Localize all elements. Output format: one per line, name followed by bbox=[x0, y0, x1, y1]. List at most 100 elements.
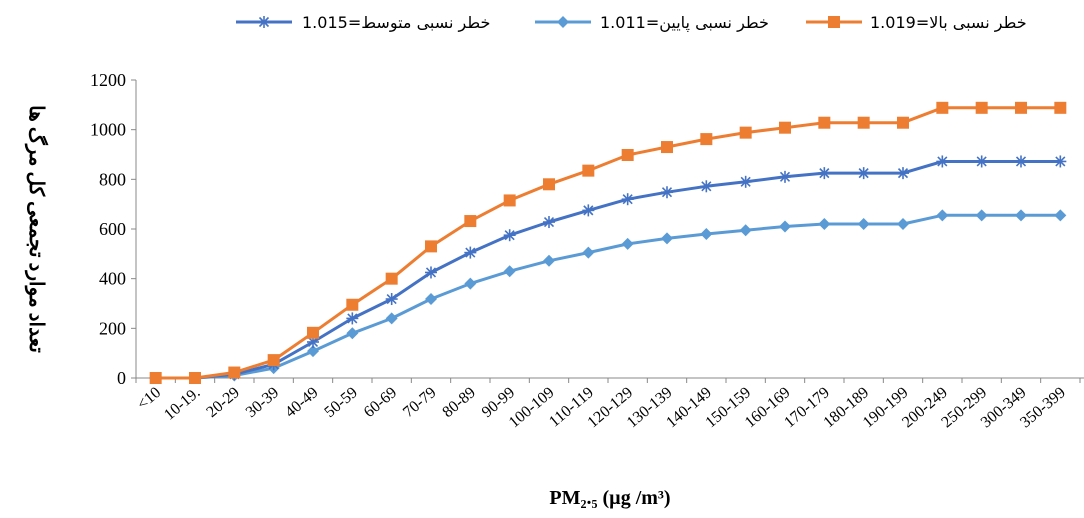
data-point bbox=[818, 167, 831, 180]
data-point bbox=[228, 366, 241, 379]
data-point bbox=[1054, 209, 1067, 222]
data-point bbox=[661, 232, 673, 245]
data-point bbox=[975, 101, 988, 114]
data-point bbox=[1054, 101, 1067, 114]
data-point bbox=[464, 246, 477, 259]
x-tick-label: 10-19. bbox=[161, 384, 204, 424]
data-point bbox=[464, 215, 477, 228]
series-line bbox=[155, 213, 1061, 380]
x-tick-label: 30-39 bbox=[243, 384, 283, 421]
data-point bbox=[621, 237, 634, 250]
data-point bbox=[897, 167, 909, 180]
data-point bbox=[385, 293, 398, 306]
y-tick-label: 800 bbox=[99, 169, 126, 189]
y-axis-title: تعداد موارد تجمعی کل مرگ ها bbox=[24, 105, 49, 353]
y-tick-label: 1200 bbox=[90, 70, 126, 90]
data-point bbox=[425, 240, 437, 253]
data-point bbox=[582, 246, 595, 259]
x-tick-label: 50-59 bbox=[321, 384, 361, 421]
data-point bbox=[149, 372, 162, 384]
data-point bbox=[621, 148, 634, 161]
data-point bbox=[857, 218, 870, 231]
data-point bbox=[700, 227, 713, 240]
data-point bbox=[267, 354, 280, 367]
series-line bbox=[155, 106, 1061, 380]
x-tick-label: 60-69 bbox=[361, 384, 401, 421]
data-point bbox=[739, 175, 752, 188]
x-tick-label: 350-399 bbox=[1017, 384, 1069, 431]
data-point bbox=[503, 229, 516, 242]
x-tick-label: 20-29 bbox=[203, 384, 243, 421]
data-point bbox=[700, 180, 713, 193]
data-point bbox=[975, 155, 988, 168]
legend-marker-high bbox=[828, 16, 840, 28]
legend-marker-low bbox=[557, 16, 569, 28]
y-tick-label: 200 bbox=[99, 318, 126, 338]
series-square bbox=[149, 101, 1067, 384]
data-point bbox=[464, 277, 477, 290]
data-point bbox=[1015, 209, 1027, 222]
data-point bbox=[307, 345, 319, 358]
data-point bbox=[779, 220, 791, 233]
x-axis-title: PM₂.₅ (µg /m³) bbox=[549, 487, 670, 509]
data-point bbox=[779, 121, 791, 134]
data-point bbox=[425, 266, 437, 279]
data-point bbox=[1015, 101, 1027, 114]
y-tick-label: 400 bbox=[99, 269, 126, 289]
legend-label-low: خطر نسبی پایین=1.011 bbox=[600, 13, 769, 33]
data-point bbox=[503, 265, 516, 278]
data-point bbox=[700, 133, 713, 146]
series-layer bbox=[149, 101, 1067, 384]
legend-item-high: خطر نسبی بالا=1.019 bbox=[806, 13, 1027, 33]
x-tick-label: 70-79 bbox=[400, 384, 440, 421]
data-point bbox=[307, 326, 319, 339]
data-point bbox=[661, 186, 673, 199]
data-point bbox=[503, 194, 516, 207]
data-point bbox=[936, 101, 949, 114]
x-tick-label: 40-49 bbox=[282, 384, 322, 421]
y-tick-label: 1000 bbox=[90, 120, 126, 140]
data-point bbox=[346, 298, 359, 311]
data-point bbox=[543, 178, 555, 191]
data-point bbox=[818, 116, 831, 129]
x-tick-label: 80-89 bbox=[439, 384, 479, 421]
data-point bbox=[1015, 155, 1027, 168]
data-point bbox=[936, 155, 949, 168]
data-point bbox=[189, 372, 201, 384]
x-tick-label: <10 bbox=[134, 384, 164, 413]
legend-label-high: خطر نسبی بالا=1.019 bbox=[870, 13, 1027, 33]
data-point bbox=[897, 116, 909, 129]
data-point bbox=[621, 193, 634, 206]
data-point bbox=[582, 204, 595, 217]
data-point bbox=[818, 218, 831, 231]
series-line bbox=[155, 160, 1061, 380]
data-point bbox=[543, 216, 555, 229]
legend-label-medium: خطر نسبی متوسط=1.015 bbox=[302, 13, 490, 33]
legend: خطر نسبی متوسط=1.015 خطر نسبی پایین=1.01… bbox=[236, 13, 1027, 33]
data-point bbox=[385, 312, 398, 325]
data-point bbox=[582, 164, 595, 177]
data-point bbox=[346, 312, 359, 325]
y-axis-ticks: 0 200 400 600 800 1000 1200 bbox=[90, 70, 136, 388]
data-point bbox=[936, 209, 949, 222]
legend-marker-medium bbox=[258, 16, 270, 28]
data-point bbox=[1054, 155, 1067, 168]
y-tick-label: 600 bbox=[99, 219, 126, 239]
legend-item-low: خطر نسبی پایین=1.011 bbox=[535, 13, 769, 33]
data-point bbox=[739, 224, 752, 237]
data-point bbox=[857, 116, 870, 129]
data-point bbox=[897, 218, 909, 231]
data-point bbox=[346, 327, 359, 340]
data-point bbox=[385, 272, 398, 285]
legend-item-medium: خطر نسبی متوسط=1.015 bbox=[236, 13, 490, 33]
data-point bbox=[739, 126, 752, 139]
data-point bbox=[975, 209, 988, 222]
x-tick-label: 100-109 bbox=[506, 384, 558, 431]
data-point bbox=[543, 254, 555, 267]
data-point bbox=[857, 167, 870, 180]
data-point bbox=[661, 141, 673, 154]
data-point bbox=[779, 170, 791, 183]
data-point bbox=[425, 293, 437, 306]
